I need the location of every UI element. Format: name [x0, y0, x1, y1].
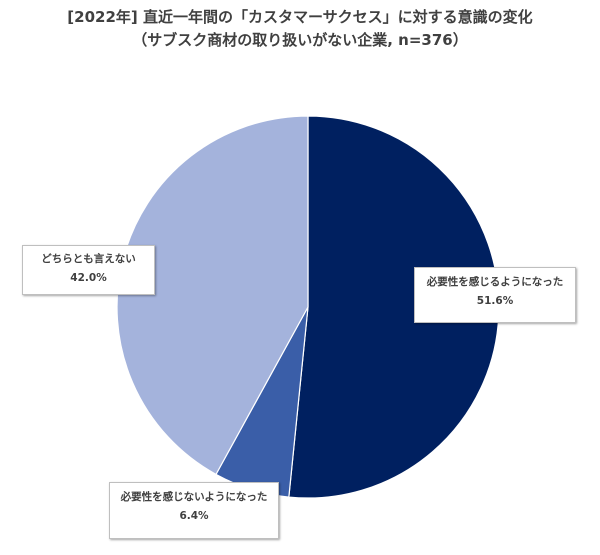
chart-title-line-1: [2022年] 直近一年間の「カスタマーサクセス」に対する意識の変化	[67, 8, 533, 26]
data-label-category: 必要性を感じるようになった	[426, 276, 564, 288]
chart-title: [2022年] 直近一年間の「カスタマーサクセス」に対する意識の変化 （サブスク…	[0, 6, 600, 52]
chart-subtitle: （サブスク商材の取り扱いがない企業, n=376）	[132, 31, 468, 49]
data-label-neither: どちらとも言えない 42.0%	[22, 245, 155, 295]
data-label-category: どちらとも言えない	[41, 253, 136, 265]
data-label-value: 42.0%	[70, 272, 107, 284]
data-label-became-necessary: 必要性を感じるようになった 51.6%	[414, 267, 576, 323]
data-label-became-unnecessary: 必要性を感じないようになった 6.4%	[109, 482, 279, 539]
data-label-category: 必要性を感じないようになった	[120, 491, 268, 503]
data-label-value: 51.6%	[476, 295, 514, 307]
data-label-value: 6.4%	[179, 510, 209, 522]
